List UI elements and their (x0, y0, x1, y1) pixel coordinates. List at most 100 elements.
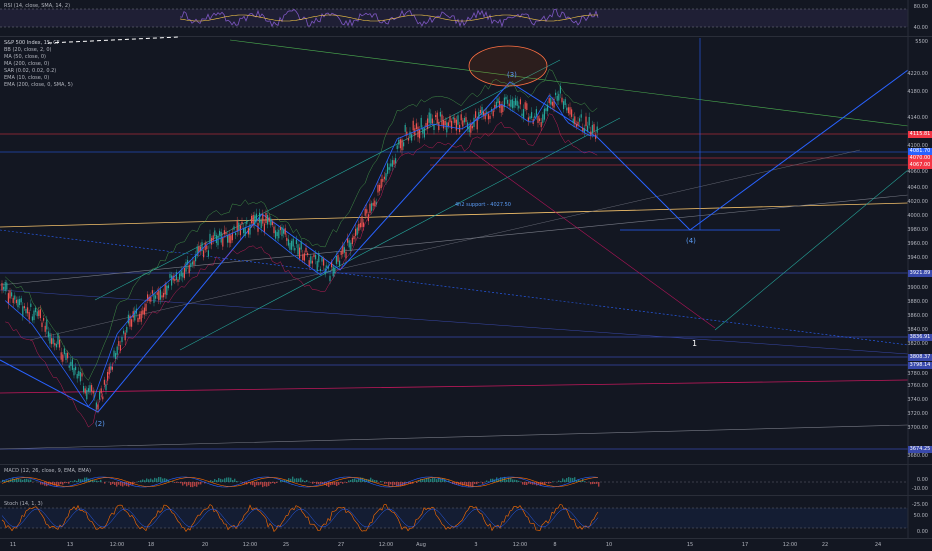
candle-body (457, 115, 458, 124)
trend-gray-diag (30, 150, 860, 340)
trend-red-lower (0, 380, 908, 393)
candle-body (179, 274, 180, 280)
candle-body (389, 167, 390, 170)
macd-histogram-bar (112, 482, 113, 484)
macd-histogram-bar (196, 482, 197, 487)
macd-histogram-bar (378, 482, 379, 483)
candle-body (70, 362, 71, 366)
price-axis-label: 3960.00 (907, 241, 928, 247)
candle-body (561, 98, 562, 103)
candle-body (395, 158, 396, 163)
candle-body (317, 261, 318, 271)
macd-histogram-bar (300, 478, 301, 482)
candle-body (465, 117, 466, 122)
chart-drawing-layer[interactable]: (2) (3) (4) 1 4h2 support - 4027.50 (0, 0, 932, 538)
candle-body (117, 347, 118, 355)
macd-histogram-bar (230, 478, 231, 482)
macd-histogram-bar (424, 479, 425, 482)
candle-body (480, 110, 481, 113)
candle-body (488, 114, 489, 120)
candle-body (382, 179, 383, 182)
macd-histogram-bar (148, 479, 149, 482)
candle-body (573, 119, 574, 124)
macd-histogram-bar (180, 482, 181, 483)
candle-body (121, 337, 122, 342)
candle-body (293, 239, 294, 247)
time-axis[interactable]: 11 13 12:00 18 20 12:00 25 27 12:00 Aug … (0, 538, 932, 551)
price-axis-label: 4060.00 (907, 169, 928, 175)
macd-histogram-bar (274, 482, 275, 484)
candle-body (166, 286, 167, 295)
candle-body (350, 243, 351, 251)
macd-histogram-bar (518, 481, 519, 482)
candle-body (238, 223, 239, 230)
candle-body (6, 283, 7, 290)
candle-body (320, 269, 321, 271)
candle-body (539, 118, 540, 121)
candle-body (441, 115, 442, 125)
price-tag: 3921.89 (908, 270, 932, 277)
candle-body (411, 134, 412, 140)
candle-body (448, 122, 449, 126)
price-axis-label: 3980.00 (907, 227, 928, 233)
price-axis-label: 3860.00 (907, 313, 928, 319)
candle-body (374, 201, 375, 207)
candle-body (256, 214, 257, 220)
candle-body (310, 256, 311, 263)
candle-body (193, 261, 194, 265)
candle-body (307, 253, 308, 255)
candle-body (329, 276, 330, 281)
price-axis[interactable]: 5500 4220.00 4180.00 4140.00 4100.00 406… (908, 37, 932, 464)
price-tag: 4081.70 (908, 148, 932, 155)
candle-body (557, 96, 558, 101)
candle-body (433, 124, 434, 130)
time-axis-label: 25 (283, 542, 289, 548)
macd-histogram-bar (374, 480, 375, 482)
candle-body (518, 106, 519, 109)
candle-body (385, 173, 386, 180)
candle-body (217, 236, 218, 245)
wave4-label: (4) (686, 237, 696, 245)
candle-body (281, 227, 282, 236)
dashed-white-line (48, 37, 178, 43)
macd-histogram-bar (94, 480, 95, 482)
candle-body (289, 243, 290, 250)
macd-histogram-bar (142, 479, 143, 482)
time-axis-label: 20 (202, 542, 208, 548)
candle-body (302, 254, 303, 260)
candle-body (65, 353, 66, 360)
candle-body (280, 227, 281, 230)
macd-histogram-bar (328, 482, 329, 487)
candle-body (145, 304, 146, 311)
macd-histogram-bar (140, 480, 141, 482)
macd-histogram-bar (174, 482, 175, 483)
macd-histogram-bar (100, 480, 101, 482)
price-tag: 4070.00 (908, 155, 932, 162)
candle-body (446, 122, 447, 132)
candle-body (14, 295, 15, 299)
macd-histogram-bar (70, 481, 71, 482)
candle-body (259, 213, 260, 223)
candle-body (417, 127, 418, 138)
macd-histogram-bar (60, 482, 61, 484)
candle-body (233, 226, 234, 229)
candle-body (25, 309, 26, 313)
time-axis-label: 11 (10, 542, 16, 548)
price-axis-label: 3840.00 (907, 327, 928, 333)
candle-body (301, 241, 302, 249)
macd-histogram-bar (114, 482, 115, 485)
candle-body (181, 271, 182, 277)
wave2-label: (2) (95, 420, 105, 428)
candle-body (361, 216, 362, 227)
candle-body (581, 114, 582, 117)
candle-body (155, 295, 156, 298)
macd-histogram-bar (22, 480, 23, 482)
candle-body (579, 118, 580, 121)
macd-histogram-bar (178, 482, 179, 483)
candle-body (401, 140, 402, 151)
candle-body (405, 125, 406, 132)
macd-histogram-bar (220, 479, 221, 482)
support-label: 4h2 support - 4027.50 (455, 202, 511, 208)
macd-histogram-bar (336, 482, 337, 486)
macd-histogram-bar (506, 480, 507, 482)
